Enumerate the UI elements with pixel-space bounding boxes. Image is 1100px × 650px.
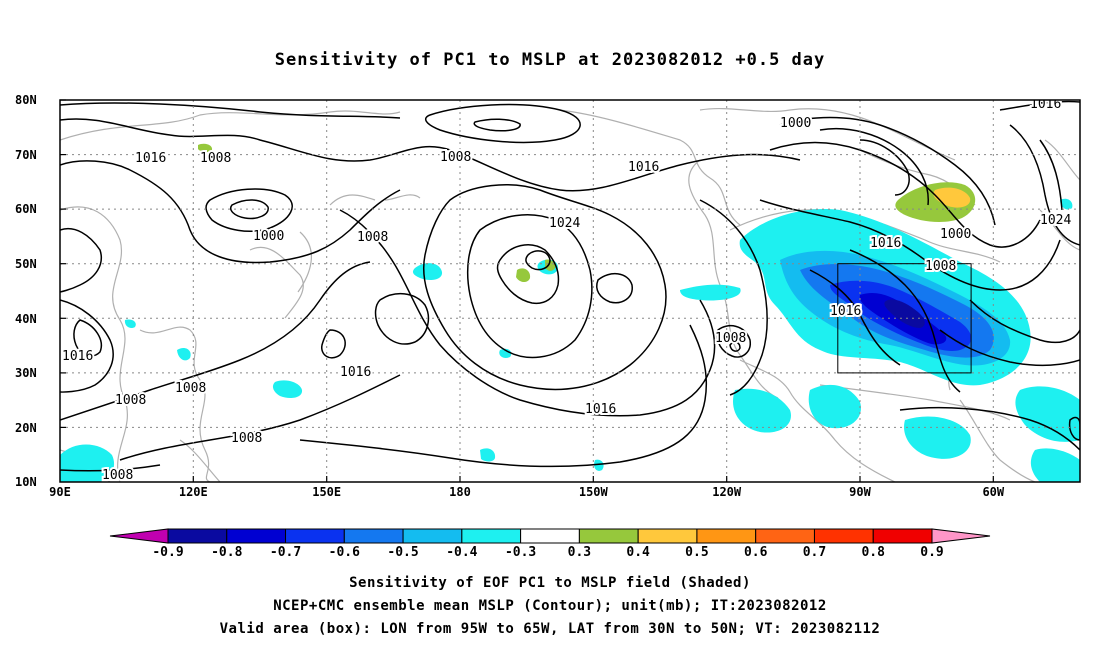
lon-label: 90E bbox=[49, 485, 71, 499]
contour-label: 1016 bbox=[628, 160, 659, 175]
colorbar-label: -0.6 bbox=[329, 545, 360, 560]
colorbar-cell bbox=[755, 528, 815, 544]
contour-label: 1016 bbox=[870, 236, 901, 251]
contour-label: 1008 bbox=[102, 468, 133, 483]
mslp-contours bbox=[60, 100, 1080, 472]
colorbar-cell bbox=[402, 528, 463, 544]
colorbar-label: 0.8 bbox=[861, 545, 885, 560]
contour-label: 1016 bbox=[62, 349, 93, 364]
lon-label: 150W bbox=[579, 485, 609, 499]
contour-label: 1016 bbox=[585, 402, 616, 417]
colorbar-cell bbox=[461, 528, 522, 544]
colorbar-arrow-high bbox=[931, 528, 991, 544]
colorbar-labels: -0.9 -0.8 -0.7 -0.6 -0.5 -0.4 -0.3 0.3 0.4 0.5 0.6… bbox=[152, 545, 943, 560]
lat-label: 30N bbox=[15, 366, 37, 380]
colorbar-cell bbox=[226, 528, 287, 544]
colorbar-cell bbox=[520, 528, 580, 544]
contour-label: 1016 bbox=[1030, 97, 1061, 112]
contour-label: 1008 bbox=[925, 259, 956, 274]
sensitivity-shading bbox=[60, 143, 1080, 482]
colorbar-cell bbox=[285, 528, 345, 544]
contour-label: 1016 bbox=[135, 151, 166, 166]
colorbar-label: 0.5 bbox=[685, 545, 708, 560]
grid-lines bbox=[60, 100, 1080, 482]
contour-label: 1008 bbox=[231, 431, 262, 446]
lat-label: 60N bbox=[15, 202, 37, 216]
contour-label: 1000 bbox=[940, 227, 971, 242]
lat-label: 20N bbox=[15, 421, 37, 435]
colorbar: -0.9 -0.8 -0.7 -0.6 -0.5 -0.4 -0.3 0.3 0.4 0.5 0.6… bbox=[109, 528, 991, 560]
colorbar-label: -0.7 bbox=[270, 545, 301, 560]
contour-label: 1024 bbox=[549, 216, 580, 231]
lon-label: 60W bbox=[982, 485, 1004, 499]
colorbar-label: -0.8 bbox=[211, 545, 242, 560]
caption-line-1: Sensitivity of EOF PC1 to MSLP field (Sh… bbox=[349, 575, 751, 591]
lat-label: 40N bbox=[15, 312, 37, 326]
lon-label: 90W bbox=[849, 485, 871, 499]
lat-label: 80N bbox=[15, 93, 37, 107]
colorbar-arrow-low bbox=[109, 528, 169, 544]
colorbar-label: -0.5 bbox=[387, 545, 418, 560]
contour-label: 1024 bbox=[1040, 213, 1071, 228]
colorbar-cells bbox=[109, 528, 991, 544]
colorbar-label: 0.4 bbox=[626, 545, 650, 560]
caption-line-3: Valid area (box): LON from 95W to 65W, L… bbox=[219, 621, 881, 637]
lat-label: 10N bbox=[15, 475, 37, 489]
contour-label: 1008 bbox=[200, 151, 231, 166]
colorbar-cell bbox=[167, 528, 228, 544]
lat-label: 50N bbox=[15, 257, 37, 271]
colorbar-label: -0.4 bbox=[446, 545, 477, 560]
contour-label: 1008 bbox=[715, 331, 746, 346]
axis-ticks bbox=[60, 99, 994, 482]
contour-label: 1008 bbox=[440, 150, 471, 165]
colorbar-cell bbox=[637, 528, 698, 544]
colorbar-label: -0.3 bbox=[505, 545, 536, 560]
contour-label: 1000 bbox=[253, 229, 284, 244]
contour-label: 1008 bbox=[357, 230, 388, 245]
colorbar-label: 0.6 bbox=[744, 545, 768, 560]
colorbar-cell bbox=[578, 528, 639, 544]
map-body: 1016 1008 1008 1016 1000 1016 1000 1008 … bbox=[60, 97, 1080, 483]
contour-label: 1000 bbox=[780, 116, 811, 131]
colorbar-label: 0.9 bbox=[920, 545, 943, 560]
contour-labels: 1016 1008 1008 1016 1000 1016 1000 1008 … bbox=[60, 97, 1073, 483]
map-frame bbox=[59, 99, 1081, 483]
contour-label: 1016 bbox=[830, 304, 861, 319]
colorbar-label: -0.9 bbox=[152, 545, 183, 560]
latitude-labels: 80N 70N 60N 50N 40N 30N 20N 10N bbox=[15, 93, 37, 489]
valid-area-box bbox=[837, 263, 972, 374]
colorbar-cell bbox=[872, 528, 933, 544]
lon-label: 120E bbox=[179, 485, 208, 499]
lon-label: 150E bbox=[312, 485, 341, 499]
colorbar-label: 0.3 bbox=[568, 545, 591, 560]
colorbar-cell bbox=[696, 528, 757, 544]
lon-label: 180 bbox=[449, 485, 471, 499]
caption-line-2: NCEP+CMC ensemble mean MSLP (Contour); u… bbox=[273, 598, 827, 614]
contour-label: 1016 bbox=[340, 365, 371, 380]
contour-label: 1008 bbox=[115, 393, 146, 408]
lat-label: 70N bbox=[15, 148, 37, 162]
contour-label: 1008 bbox=[175, 381, 206, 396]
longitude-labels: 90E 120E 150E 180 150W 120W 90W 60W bbox=[49, 485, 1005, 499]
chart-title: Sensitivity of PC1 to MSLP at 2023082012… bbox=[274, 50, 826, 70]
colorbar-cell bbox=[813, 528, 874, 544]
lon-label: 120W bbox=[712, 485, 742, 499]
colorbar-label: 0.7 bbox=[803, 545, 826, 560]
colorbar-cell bbox=[343, 528, 404, 544]
